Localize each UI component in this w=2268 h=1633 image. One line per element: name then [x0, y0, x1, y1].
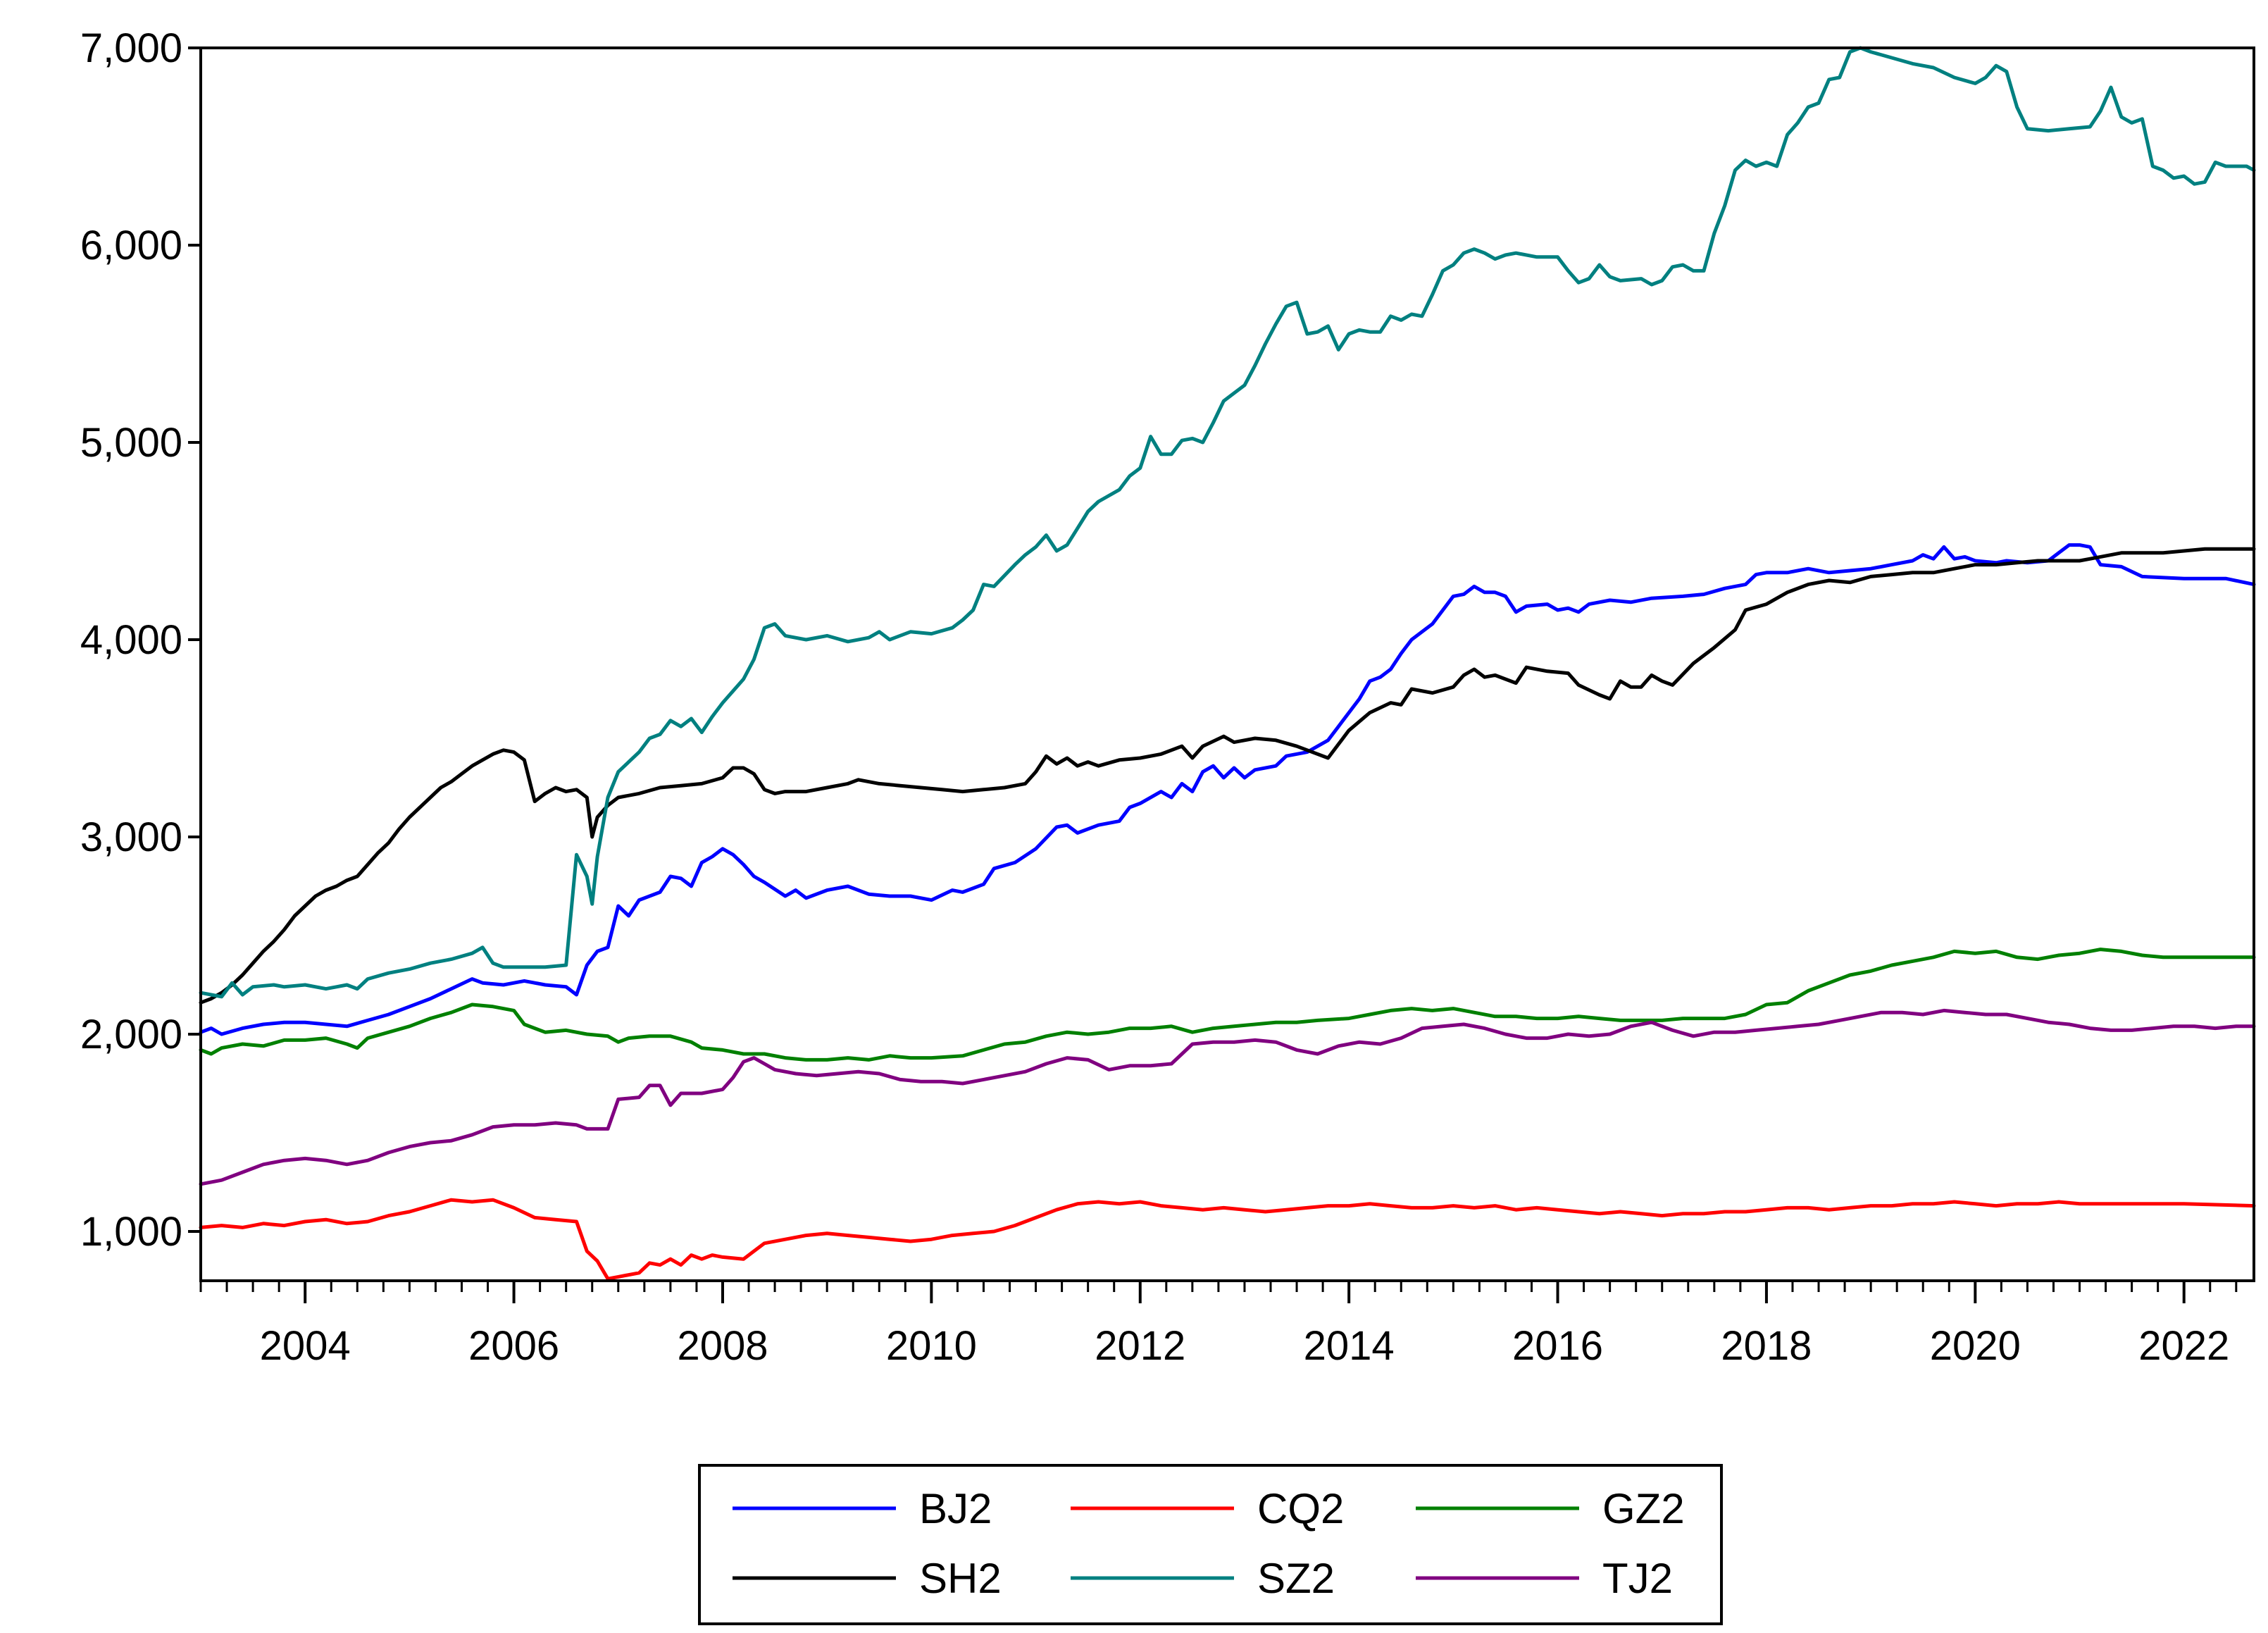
y-tick-label: 5,000: [80, 420, 182, 466]
series-line-bj2: [199, 543, 2256, 1036]
x-tick-label: 2020: [1930, 1323, 2021, 1369]
legend-items: BJ2 CQ2 GZ2 SH2 SZ2 TJ2: [733, 1485, 1685, 1602]
x-axis: 2004 2006 2008 2010 2012 2014 2016 2018 2020 2022: [199, 1281, 2238, 1369]
x-tick-label: 2016: [1512, 1323, 1603, 1369]
legend-box: [698, 1464, 1723, 1625]
x-tick-label: 2014: [1304, 1323, 1395, 1369]
x-tick-label: 2006: [468, 1323, 559, 1369]
y-axis: 1,000 2,000 3,000 4,000 5,000 6,000 7,000: [80, 25, 201, 1255]
legend-label-sz2: SZ2: [1257, 1555, 1335, 1602]
plot-frame: [199, 46, 2255, 1282]
legend-label-gz2: GZ2: [1602, 1485, 1685, 1532]
x-tick-label: 2008: [677, 1323, 768, 1369]
legend-label-bj2: BJ2: [919, 1485, 992, 1532]
y-tick-label: 3,000: [80, 814, 182, 860]
series-line-gz2: [199, 948, 2256, 1062]
legend-label-tj2: TJ2: [1602, 1555, 1673, 1602]
x-tick-label: 2018: [1721, 1323, 1812, 1369]
legend-label-sh2: SH2: [919, 1555, 1002, 1602]
series-line-sh2: [199, 547, 2256, 1005]
y-tick-label: 2,000: [80, 1012, 182, 1057]
y-tick-label: 4,000: [80, 617, 182, 663]
y-tick-label: 6,000: [80, 223, 182, 268]
legend: BJ2 CQ2 GZ2 SH2 SZ2 TJ2: [698, 1464, 1723, 1625]
y-tick-label: 7,000: [80, 25, 182, 71]
x-tick-label: 2004: [260, 1323, 351, 1369]
series-line-tj2: [199, 1008, 2256, 1186]
series-line-cq2: [199, 1198, 2256, 1281]
series-line-sz2: [199, 46, 2256, 999]
y-tick-label: 1,000: [80, 1209, 182, 1255]
x-tick-label: 2022: [2138, 1323, 2229, 1369]
legend-label-cq2: CQ2: [1257, 1485, 1344, 1532]
x-tick-label: 2012: [1095, 1323, 1185, 1369]
series-lines: [199, 46, 2256, 1281]
x-tick-label: 2010: [886, 1323, 977, 1369]
